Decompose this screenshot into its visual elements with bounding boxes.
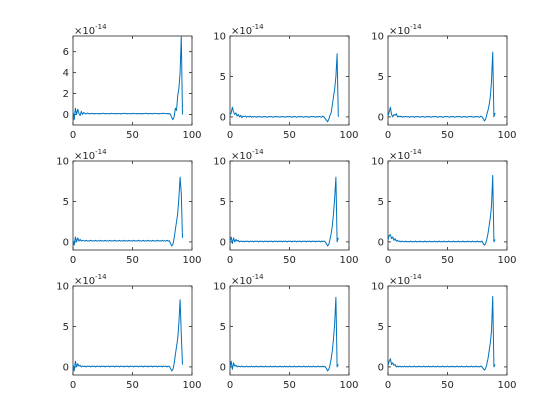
y-tick-label: 5 xyxy=(220,197,226,208)
x-tick-label: 0 xyxy=(385,130,391,141)
x-tick-label: 50 xyxy=(283,380,296,391)
y-tick-label: 0 xyxy=(220,237,226,248)
axes-box xyxy=(229,35,350,126)
x-tick-label: 0 xyxy=(70,130,76,141)
series-line xyxy=(387,296,496,371)
y-tick-label: 10 xyxy=(371,157,384,168)
x-tick-label: 100 xyxy=(497,130,516,141)
series-line xyxy=(72,176,183,247)
subplot-3: 0 50 100 0 5 10 ×10-14 xyxy=(371,23,516,141)
x-tick-label: 0 xyxy=(227,130,233,141)
y-tick-label: 5 xyxy=(220,322,226,333)
y-tick-label: 4 xyxy=(63,68,69,79)
series-line xyxy=(72,299,183,372)
y-tick-label: 0 xyxy=(378,112,384,123)
exponent-label: ×10-14 xyxy=(231,148,264,162)
y-tick-label: 0 xyxy=(63,362,69,373)
exponent-label: ×10-14 xyxy=(74,273,107,287)
y-tick-label: 10 xyxy=(56,157,69,168)
subplot-7: 0 50 100 0 5 10 ×10-14 xyxy=(56,273,201,391)
y-tick-label: 0 xyxy=(220,112,226,123)
y-tick-label: 5 xyxy=(378,197,384,208)
series-line xyxy=(387,175,496,246)
y-tick-label: 0 xyxy=(378,362,384,373)
x-tick-label: 0 xyxy=(70,255,76,266)
axes-box xyxy=(229,160,350,251)
x-tick-label: 50 xyxy=(441,255,454,266)
y-tick-label: 5 xyxy=(63,322,69,333)
y-tick-label: 6 xyxy=(63,47,69,58)
subplot-1: 0 50 100 0 2 4 6 ×10-14 xyxy=(63,23,202,141)
x-tick-label: 50 xyxy=(126,130,139,141)
y-tick-label: 5 xyxy=(378,322,384,333)
subplot-6: 0 50 100 0 5 10 ×10-14 xyxy=(371,148,516,266)
axes-box xyxy=(72,160,193,251)
exponent-label: ×10-14 xyxy=(389,273,422,287)
y-tick-label: 0 xyxy=(220,362,226,373)
exponent-label: ×10-14 xyxy=(231,23,264,37)
exponent-label: ×10-14 xyxy=(389,148,422,162)
series-line xyxy=(229,53,339,123)
subplot-8: 0 50 100 0 5 10 ×10-14 xyxy=(213,273,358,391)
x-tick-label: 50 xyxy=(126,380,139,391)
y-tick-label: 10 xyxy=(213,282,226,293)
subplot-2: 0 50 100 0 5 10 ×10-14 xyxy=(213,23,358,141)
x-tick-label: 0 xyxy=(227,255,233,266)
axes-box xyxy=(72,285,193,376)
subplot-9: 0 50 100 0 5 10 ×10-14 xyxy=(371,273,516,391)
series-line xyxy=(387,51,496,122)
y-tick-label: 0 xyxy=(63,237,69,248)
axes-box xyxy=(387,285,508,376)
y-tick-label: 5 xyxy=(63,197,69,208)
x-tick-label: 100 xyxy=(497,380,516,391)
exponent-label: ×10-14 xyxy=(389,23,422,37)
x-tick-label: 50 xyxy=(126,255,139,266)
y-tick-label: 5 xyxy=(378,72,384,83)
y-tick-label: 10 xyxy=(213,32,226,43)
exponent-label: ×10-14 xyxy=(74,148,107,162)
x-tick-label: 100 xyxy=(339,130,358,141)
axes-box xyxy=(387,35,508,126)
series-line xyxy=(229,296,339,372)
axes-box xyxy=(229,285,350,376)
y-tick-label: 0 xyxy=(63,110,69,121)
x-tick-label: 100 xyxy=(497,255,516,266)
axes-box xyxy=(72,35,193,126)
y-tick-label: 0 xyxy=(378,237,384,248)
x-tick-label: 50 xyxy=(283,255,296,266)
y-tick-label: 10 xyxy=(371,32,384,43)
y-tick-label: 2 xyxy=(63,89,69,100)
y-tick-label: 10 xyxy=(56,282,69,293)
x-tick-label: 50 xyxy=(283,130,296,141)
x-tick-label: 50 xyxy=(441,380,454,391)
subplot-4: 0 50 100 0 5 10 ×10-14 xyxy=(56,148,201,266)
x-tick-label: 50 xyxy=(441,130,454,141)
subplot-5: 0 50 100 0 5 10 ×10-14 xyxy=(213,148,358,266)
x-tick-label: 0 xyxy=(70,380,76,391)
axes-box xyxy=(387,160,508,251)
series-line xyxy=(229,176,339,247)
x-tick-label: 0 xyxy=(385,255,391,266)
exponent-label: ×10-14 xyxy=(231,273,264,287)
x-tick-label: 100 xyxy=(182,130,201,141)
y-tick-label: 5 xyxy=(220,72,226,83)
x-tick-label: 0 xyxy=(227,380,233,391)
x-tick-label: 0 xyxy=(385,380,391,391)
x-tick-label: 100 xyxy=(182,255,201,266)
x-tick-label: 100 xyxy=(182,380,201,391)
x-tick-label: 100 xyxy=(339,255,358,266)
exponent-label: ×10-14 xyxy=(74,23,107,37)
y-tick-label: 10 xyxy=(213,157,226,168)
x-tick-label: 100 xyxy=(339,380,358,391)
y-tick-label: 10 xyxy=(371,282,384,293)
series-line xyxy=(72,35,183,121)
